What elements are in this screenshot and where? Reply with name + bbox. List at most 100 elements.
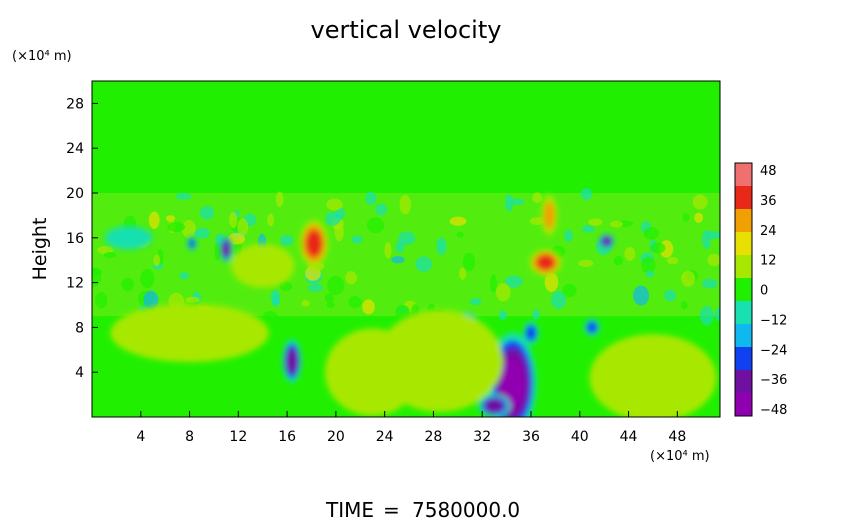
colorbar-swatch — [735, 370, 752, 394]
time-equals: = — [383, 498, 400, 519]
plot-area — [92, 81, 720, 417]
band-cell — [270, 289, 281, 305]
y-tick-label: 28 — [66, 96, 84, 112]
colorbar-label: 24 — [760, 224, 777, 239]
band-cell — [498, 310, 508, 321]
band-cell — [348, 296, 363, 309]
band-cell — [609, 220, 624, 228]
band-cell — [529, 217, 545, 226]
band-cell — [395, 241, 405, 254]
band-cell — [633, 285, 650, 306]
time-label: TIME — [325, 498, 374, 519]
y-tick-label: 12 — [66, 276, 84, 292]
band-cell — [681, 270, 696, 287]
x-unit-label: (×10⁴ m) — [650, 449, 710, 464]
colorbar-label: 0 — [760, 284, 768, 299]
x-axis: 4 8 12 16 20 24 28 32 36 40 44 48 — [136, 411, 686, 445]
heatmap-cell — [231, 243, 295, 288]
colorbar-swatch — [735, 209, 752, 233]
band-cell — [95, 291, 108, 309]
x-tick-label: 48 — [668, 429, 686, 445]
band-cell — [237, 218, 249, 237]
band-cell — [504, 194, 514, 212]
colorbar-label: 12 — [760, 254, 777, 269]
band-cell — [326, 198, 343, 211]
band-cell — [469, 297, 482, 306]
band-cell — [175, 192, 192, 200]
x-tick-label: 12 — [229, 429, 247, 445]
colorbar-swatch — [735, 347, 752, 371]
band-cell — [650, 242, 666, 254]
colorbar-label: −48 — [760, 403, 787, 418]
band-cell — [664, 289, 677, 302]
band-cell — [532, 192, 543, 204]
band-cell — [399, 194, 412, 215]
colorbar-swatch — [735, 278, 752, 302]
band-cell — [199, 205, 215, 220]
band-cell — [495, 283, 511, 302]
band-cell — [613, 256, 624, 266]
y-tick-label: 24 — [66, 141, 84, 157]
y-axis-label: Height — [29, 218, 51, 281]
colorbar-label: 48 — [760, 164, 777, 179]
band-cell — [327, 275, 345, 296]
heatmap-cell — [305, 229, 323, 258]
heatmap-features — [104, 195, 717, 417]
band-cell — [694, 212, 704, 223]
band-cell — [279, 281, 293, 291]
time-value: 7580000.0 — [412, 498, 520, 519]
band-cell — [699, 305, 714, 326]
band-cell — [645, 270, 655, 278]
y-tick-label: 8 — [75, 320, 84, 336]
band-cell — [562, 283, 577, 298]
colorbar: 48 36 24 12 0 −12 −24 −36 −48 — [734, 162, 787, 418]
band-cell — [182, 220, 196, 239]
chart-title: vertical velocity — [311, 16, 502, 44]
band-cell — [179, 271, 190, 280]
x-tick-label: 20 — [327, 429, 345, 445]
band-cell — [366, 217, 385, 234]
band-cell — [267, 213, 275, 227]
band-cell — [564, 229, 573, 242]
colorbar-swatch — [735, 163, 752, 187]
band-cell — [121, 277, 134, 292]
heatmap-cell — [525, 324, 537, 342]
plot-frame — [91, 80, 721, 418]
band-cell — [325, 293, 335, 303]
colorbar-label: −36 — [760, 373, 787, 388]
band-cell — [194, 227, 210, 239]
band-cell — [148, 211, 160, 229]
heatmap-cell — [601, 236, 612, 246]
heatmap-cell — [104, 226, 153, 250]
colorbar-frame — [734, 162, 753, 417]
band-cell — [326, 302, 336, 309]
y-tick-label: 16 — [66, 231, 84, 247]
band-cell — [325, 211, 341, 226]
x-tick-label: 44 — [620, 429, 638, 445]
band-cell — [365, 191, 377, 206]
band-cell — [375, 203, 388, 216]
band-cell — [301, 299, 310, 307]
band-cell — [641, 256, 656, 274]
band-cell — [702, 229, 711, 250]
band-cell — [275, 191, 284, 208]
band-cell — [436, 237, 447, 256]
band-cell — [682, 212, 690, 222]
band-cell — [140, 268, 155, 289]
band-cell — [702, 278, 718, 289]
band-cell — [581, 225, 595, 233]
band-cell — [692, 194, 708, 210]
band-cell — [307, 283, 324, 292]
band-cell — [153, 254, 161, 267]
band-cell — [345, 271, 357, 285]
band-cell — [707, 253, 720, 267]
band-cell — [384, 242, 392, 259]
y-axis: 4 8 12 16 20 24 28 — [66, 96, 98, 381]
heatmap-cell — [324, 328, 421, 416]
heatmap-cell — [286, 348, 298, 374]
heatmap-cell — [536, 254, 555, 271]
colorbar-swatch — [735, 393, 752, 417]
heatmap-cell — [485, 398, 504, 413]
band-cell — [415, 256, 433, 272]
heatmap-cell — [222, 241, 230, 257]
